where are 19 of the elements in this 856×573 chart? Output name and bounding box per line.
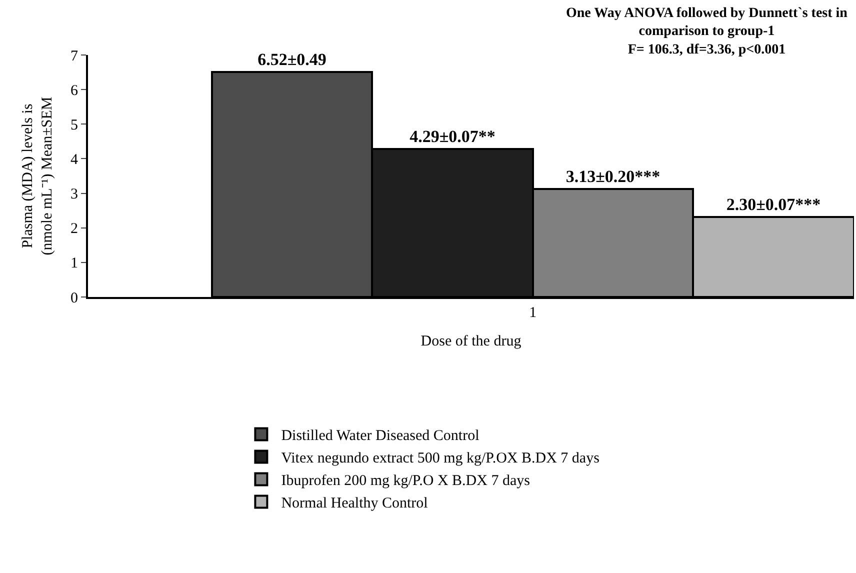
data-label: 6.52±0.49: [258, 50, 326, 69]
y-tick-label: 2: [70, 221, 78, 238]
y-tick-label: 3: [70, 186, 78, 203]
y-axis-title: Plasma (MDA) levels is (nmole mL⁻¹) Mean±SEM: [20, 96, 56, 256]
y-tick-label: 1: [70, 256, 78, 272]
data-label: 4.29±0.07**: [410, 127, 496, 146]
legend-label: Ibuprofen 200 mg kg/P.O X B.DX 7 days: [281, 473, 530, 490]
y-tick-label: 4: [70, 152, 78, 168]
y-tick-label: 6: [70, 82, 78, 99]
data-label: 2.30±0.07***: [726, 195, 821, 214]
legend-label: Distilled Water Diseased Control: [281, 428, 480, 444]
y-tick-label: 7: [70, 48, 78, 64]
data-label: 3.13±0.20***: [566, 167, 660, 186]
legend-label: Vitex negundo extract 500 mg kg/P.OX B.DX 7 days: [281, 450, 600, 467]
x-axis-title: Dose of the drug: [420, 334, 522, 350]
y-tick-label: 5: [70, 117, 78, 134]
y-tick-label: 0: [70, 290, 78, 306]
legend-label: Normal Healthy Control: [281, 496, 428, 512]
annotation: One Way ANOVA followed by Dunnett`s test in comparison to group-1 F= 106.3, df=3.36, p<0.001: [566, 6, 848, 58]
